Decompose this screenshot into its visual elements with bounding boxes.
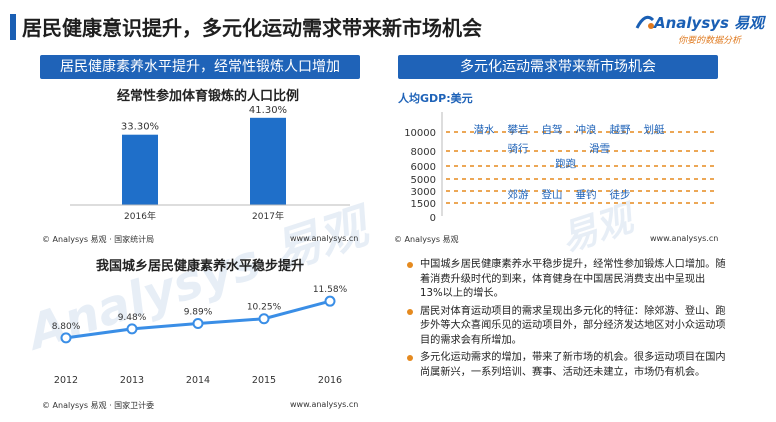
activity-label: 徒步 bbox=[610, 188, 631, 201]
point-value-label: 10.25% bbox=[247, 303, 282, 313]
activity-chart-title: 人均GDP:美元 bbox=[398, 91, 473, 105]
activity-label: 登山 bbox=[542, 188, 563, 201]
line-chart: 我国城乡居民健康素养水平稳步提升 8.80% 2012 9.48% 2013 9.89%… bbox=[52, 258, 348, 386]
point-value-label: 11.58% bbox=[313, 285, 348, 295]
activity-label: 垂钓 bbox=[576, 188, 597, 201]
point-value-label: 9.89% bbox=[184, 307, 213, 317]
activity-label: 滑雪 bbox=[589, 143, 610, 155]
bullet-item: 多元化运动需求的增加，带来了新市场的机会。很多运动项目在国内尚属新兴，一系列培训… bbox=[406, 351, 726, 380]
point-value-label: 8.80% bbox=[52, 322, 81, 332]
point-value-label: 9.48% bbox=[118, 313, 147, 323]
source-note: © Analysys 易观 · 国家卫计委 bbox=[42, 401, 155, 410]
source-url: www.analysys.cn bbox=[290, 234, 359, 243]
source-note: © Analysys 易观 · 国家统计局 bbox=[42, 235, 155, 244]
bar-value-label: 41.30% bbox=[249, 105, 287, 116]
bullet-text: 多元化运动需求的增加，带来了新市场的机会。很多运动项目在国内尚属新兴，一系列培训… bbox=[420, 352, 726, 378]
bar-chart-title: 经常性参加体育锻炼的人口比例 bbox=[117, 88, 299, 104]
y-tick-label: 6000 bbox=[411, 162, 436, 173]
bullet-item: 居民对体育运动项目的需求呈现出多元化的特征：除郊游、登山、跑步外等大众喜闻乐见的… bbox=[406, 305, 726, 349]
y-tick-label: 1500 bbox=[411, 199, 436, 210]
activity-label: 跑跑 bbox=[555, 157, 577, 170]
y-tick-label: 8000 bbox=[411, 147, 436, 158]
right-panel-header: 多元化运动需求带来新市场机会 bbox=[398, 55, 718, 79]
x-tick-label: 2017年 bbox=[252, 210, 284, 222]
x-tick-label: 2016 bbox=[318, 375, 342, 386]
logo-tagline: 你要的数据分析 bbox=[678, 36, 742, 46]
data-point bbox=[60, 332, 72, 344]
data-point bbox=[258, 313, 270, 325]
y-tick-label: 10000 bbox=[404, 128, 436, 139]
source-url: www.analysys.cn bbox=[290, 400, 359, 409]
y-tick-label: 0 bbox=[430, 213, 436, 224]
bullet-text: 中国城乡居民健康素养水平稳步提升，经常性参加锻炼人口增加。随着消费升级时代的到来… bbox=[420, 259, 726, 299]
y-tick-label: 3000 bbox=[411, 187, 436, 198]
activity-label: 自驾 bbox=[542, 123, 563, 136]
bar bbox=[122, 134, 158, 205]
logo-wordmark: Analysys 易观 bbox=[654, 14, 765, 32]
data-point bbox=[192, 317, 204, 329]
title-accent-bar bbox=[10, 14, 16, 40]
activity-label: 攀岩 bbox=[508, 123, 529, 136]
line-chart-title: 我国城乡居民健康素养水平稳步提升 bbox=[96, 258, 304, 274]
bullet-dot-icon bbox=[407, 308, 413, 315]
bullet-text: 居民对体育运动项目的需求呈现出多元化的特征：除郊游、登山、跑步外等大众喜闻乐见的… bbox=[420, 305, 726, 346]
activity-label: 冲浪 bbox=[576, 123, 597, 136]
y-tick-label: 5000 bbox=[411, 175, 436, 186]
source-note: © Analysys 易观 bbox=[394, 235, 459, 244]
bullet-dot-icon bbox=[407, 262, 413, 268]
x-tick-label: 2014 bbox=[186, 375, 210, 386]
activity-chart: 人均GDP:美元 10000 8000 6000 500030001500 0 潜水 攀岩自… bbox=[398, 91, 716, 224]
bar-value-label: 33.30% bbox=[121, 122, 159, 133]
x-tick-label: 2016年 bbox=[124, 210, 156, 222]
bar-chart: 经常性参加体育锻炼的人口比例 33.30% 2016年 41.30% 2017年 bbox=[70, 88, 350, 222]
bullet-dot-icon bbox=[407, 355, 413, 361]
data-point bbox=[324, 295, 336, 307]
activity-label: 郊游 bbox=[508, 188, 529, 201]
analysys-logo: Analysys 易观 你要的数据分析 bbox=[634, 10, 769, 50]
activity-label: 划艇 bbox=[644, 123, 665, 136]
activity-label: 潜水 bbox=[474, 123, 495, 136]
source-url: www.analysys.cn bbox=[650, 234, 719, 243]
bullet-list: 中国城乡居民健康素养水平稳步提升，经常性参加锻炼人口增加。随着消费升级时代的到来… bbox=[406, 258, 726, 383]
activity-label: 骑行 bbox=[508, 142, 529, 155]
left-panel-header: 居民健康素养水平提升，经常性锻炼人口增加 bbox=[40, 55, 360, 79]
logo-icon bbox=[635, 15, 655, 29]
activity-label: 越野 bbox=[610, 123, 631, 136]
bullet-item: 中国城乡居民健康素养水平稳步提升，经常性参加锻炼人口增加。随着消费升级时代的到来… bbox=[406, 258, 726, 302]
x-tick-label: 2012 bbox=[54, 375, 78, 386]
page-title: 居民健康意识提升，多元化运动需求带来新市场机会 bbox=[22, 16, 482, 40]
x-tick-label: 2015 bbox=[252, 375, 276, 386]
bar bbox=[250, 117, 286, 205]
data-point bbox=[126, 323, 138, 335]
x-tick-label: 2013 bbox=[120, 375, 144, 386]
